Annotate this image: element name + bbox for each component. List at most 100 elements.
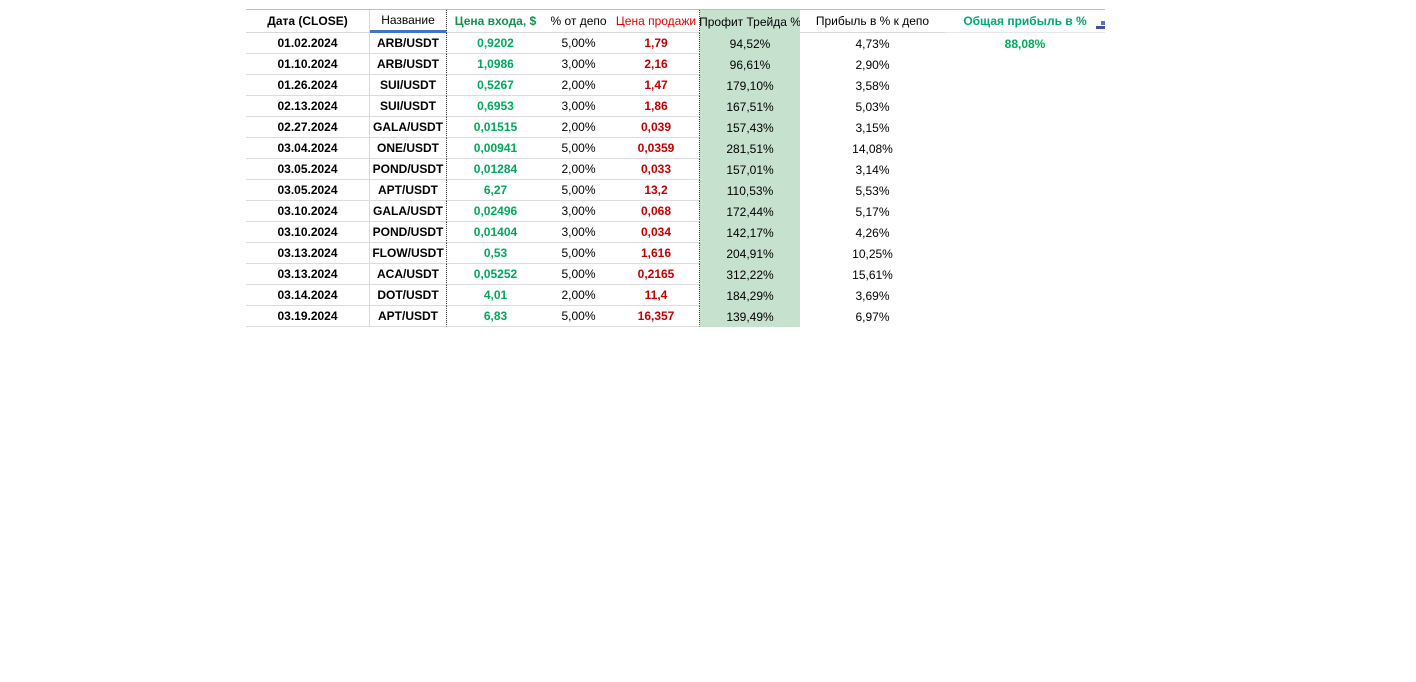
cell-entry-price[interactable]: 6,27: [447, 180, 544, 201]
cell-sale-price[interactable]: 1,616: [613, 243, 700, 264]
cell-trade-profit[interactable]: 184,29%: [700, 285, 800, 306]
column-header-total-profit[interactable]: Общая прибыль в %: [945, 10, 1105, 33]
cell-date[interactable]: 03.04.2024: [246, 138, 370, 159]
cell-date[interactable]: 02.13.2024: [246, 96, 370, 117]
cell-entry-price[interactable]: 0,02496: [447, 201, 544, 222]
cell-profit-to-depo[interactable]: 15,61%: [852, 267, 893, 282]
cell-profit-to-depo[interactable]: 5,17%: [855, 204, 890, 219]
cell-depo-pct[interactable]: 5,00%: [544, 243, 613, 264]
column-header-depo-pct[interactable]: % от депо: [544, 10, 613, 33]
cell-date[interactable]: 03.05.2024: [246, 159, 370, 180]
cell-date[interactable]: 03.13.2024: [246, 264, 370, 285]
cell-profit-to-depo[interactable]: 14,08%: [852, 141, 893, 156]
cell-profit-to-depo[interactable]: 3,15%: [855, 120, 890, 135]
cell-date[interactable]: 01.26.2024: [246, 75, 370, 96]
cell-trade-profit[interactable]: 167,51%: [700, 96, 800, 117]
cell-sale-price[interactable]: 0,039: [613, 117, 700, 138]
cell-trade-profit[interactable]: 157,43%: [700, 117, 800, 138]
cell-entry-price[interactable]: 0,01404: [447, 222, 544, 243]
cell-name[interactable]: ARB/USDT: [370, 54, 447, 75]
cell-entry-price[interactable]: 0,05252: [447, 264, 544, 285]
cell-trade-profit[interactable]: 281,51%: [700, 138, 800, 159]
cell-depo-pct[interactable]: 5,00%: [544, 33, 613, 54]
cell-entry-price[interactable]: 0,01515: [447, 117, 544, 138]
cell-name[interactable]: APT/USDT: [370, 180, 447, 201]
cell-date[interactable]: 03.13.2024: [246, 243, 370, 264]
cell-total-profit[interactable]: [945, 54, 1105, 75]
cell-trade-profit[interactable]: 142,17%: [700, 222, 800, 243]
cell-profit-to-depo[interactable]: 4,73%: [855, 36, 890, 51]
cell-total-profit[interactable]: 88,08%: [1004, 36, 1046, 51]
cell-entry-price[interactable]: 0,53: [447, 243, 544, 264]
cell-total-profit[interactable]: [945, 96, 1105, 117]
cell-depo-pct[interactable]: 2,00%: [544, 285, 613, 306]
cell-entry-price[interactable]: 4,01: [447, 285, 544, 306]
cell-date[interactable]: 02.27.2024: [246, 117, 370, 138]
cell-total-profit[interactable]: [945, 243, 1105, 264]
cell-sale-price[interactable]: 11,4: [613, 285, 700, 306]
cell-trade-profit[interactable]: 179,10%: [700, 75, 800, 96]
cell-total-profit[interactable]: [945, 285, 1105, 306]
cell-sale-price[interactable]: 0,2165: [613, 264, 700, 285]
cell-trade-profit[interactable]: 110,53%: [700, 180, 800, 201]
cell-trade-profit[interactable]: 312,22%: [700, 264, 800, 285]
cell-sale-price[interactable]: 1,79: [613, 33, 700, 54]
cell-entry-price[interactable]: 0,6953: [447, 96, 544, 117]
column-header-sale-price[interactable]: Цена продажи: [613, 10, 700, 33]
blue-corner-mark-icon[interactable]: [1096, 21, 1105, 29]
cell-sale-price[interactable]: 13,2: [613, 180, 700, 201]
cell-sale-price[interactable]: 0,0359: [613, 138, 700, 159]
cell-date[interactable]: 01.10.2024: [246, 54, 370, 75]
cell-name[interactable]: ONE/USDT: [370, 138, 447, 159]
cell-name[interactable]: ACA/USDT: [370, 264, 447, 285]
cell-profit-to-depo[interactable]: 3,69%: [855, 288, 890, 303]
column-header-entry-price[interactable]: Цена входа, $: [447, 10, 544, 33]
cell-depo-pct[interactable]: 5,00%: [544, 264, 613, 285]
cell-name[interactable]: FLOW/USDT: [370, 243, 447, 264]
cell-sale-price[interactable]: 0,033: [613, 159, 700, 180]
cell-sale-price[interactable]: 0,068: [613, 201, 700, 222]
cell-sale-price[interactable]: 16,357: [613, 306, 700, 327]
column-header-trade-profit[interactable]: Профит Трейда %: [700, 10, 800, 33]
column-header-profit-to-depo[interactable]: Прибыль в % к депо: [800, 10, 945, 33]
cell-trade-profit[interactable]: 157,01%: [700, 159, 800, 180]
cell-total-profit[interactable]: [945, 117, 1105, 138]
cell-date[interactable]: 03.10.2024: [246, 222, 370, 243]
cell-depo-pct[interactable]: 2,00%: [544, 159, 613, 180]
cell-total-profit[interactable]: [945, 180, 1105, 201]
cell-sale-price[interactable]: 2,16: [613, 54, 700, 75]
cell-entry-price[interactable]: 1,0986: [447, 54, 544, 75]
cell-name[interactable]: SUI/USDT: [370, 96, 447, 117]
cell-date[interactable]: 03.05.2024: [246, 180, 370, 201]
cell-date[interactable]: 03.19.2024: [246, 306, 370, 327]
cell-profit-to-depo[interactable]: 2,90%: [855, 57, 890, 72]
cell-name[interactable]: APT/USDT: [370, 306, 447, 327]
cell-name[interactable]: ARB/USDT: [370, 33, 447, 54]
cell-depo-pct[interactable]: 5,00%: [544, 306, 613, 327]
column-header-name[interactable]: Название: [370, 10, 447, 33]
cell-depo-pct[interactable]: 3,00%: [544, 96, 613, 117]
cell-entry-price[interactable]: 0,01284: [447, 159, 544, 180]
cell-date[interactable]: 01.02.2024: [246, 33, 370, 54]
cell-entry-price[interactable]: 0,00941: [447, 138, 544, 159]
cell-depo-pct[interactable]: 3,00%: [544, 201, 613, 222]
cell-profit-to-depo[interactable]: 6,97%: [855, 309, 890, 324]
cell-sale-price[interactable]: 1,47: [613, 75, 700, 96]
cell-depo-pct[interactable]: 3,00%: [544, 54, 613, 75]
cell-total-profit[interactable]: [945, 75, 1105, 96]
cell-profit-to-depo[interactable]: 5,53%: [855, 183, 890, 198]
cell-name[interactable]: POND/USDT: [370, 159, 447, 180]
cell-depo-pct[interactable]: 5,00%: [544, 180, 613, 201]
cell-profit-to-depo[interactable]: 10,25%: [852, 246, 893, 261]
cell-entry-price[interactable]: 0,5267: [447, 75, 544, 96]
cell-depo-pct[interactable]: 2,00%: [544, 75, 613, 96]
cell-trade-profit[interactable]: 172,44%: [700, 201, 800, 222]
cell-trade-profit[interactable]: 96,61%: [700, 54, 800, 75]
cell-profit-to-depo[interactable]: 5,03%: [855, 99, 890, 114]
cell-sale-price[interactable]: 1,86: [613, 96, 700, 117]
cell-total-profit[interactable]: [945, 264, 1105, 285]
cell-name[interactable]: GALA/USDT: [370, 117, 447, 138]
cell-profit-to-depo[interactable]: 3,58%: [855, 78, 890, 93]
cell-entry-price[interactable]: 0,9202: [447, 33, 544, 54]
cell-name[interactable]: DOT/USDT: [370, 285, 447, 306]
